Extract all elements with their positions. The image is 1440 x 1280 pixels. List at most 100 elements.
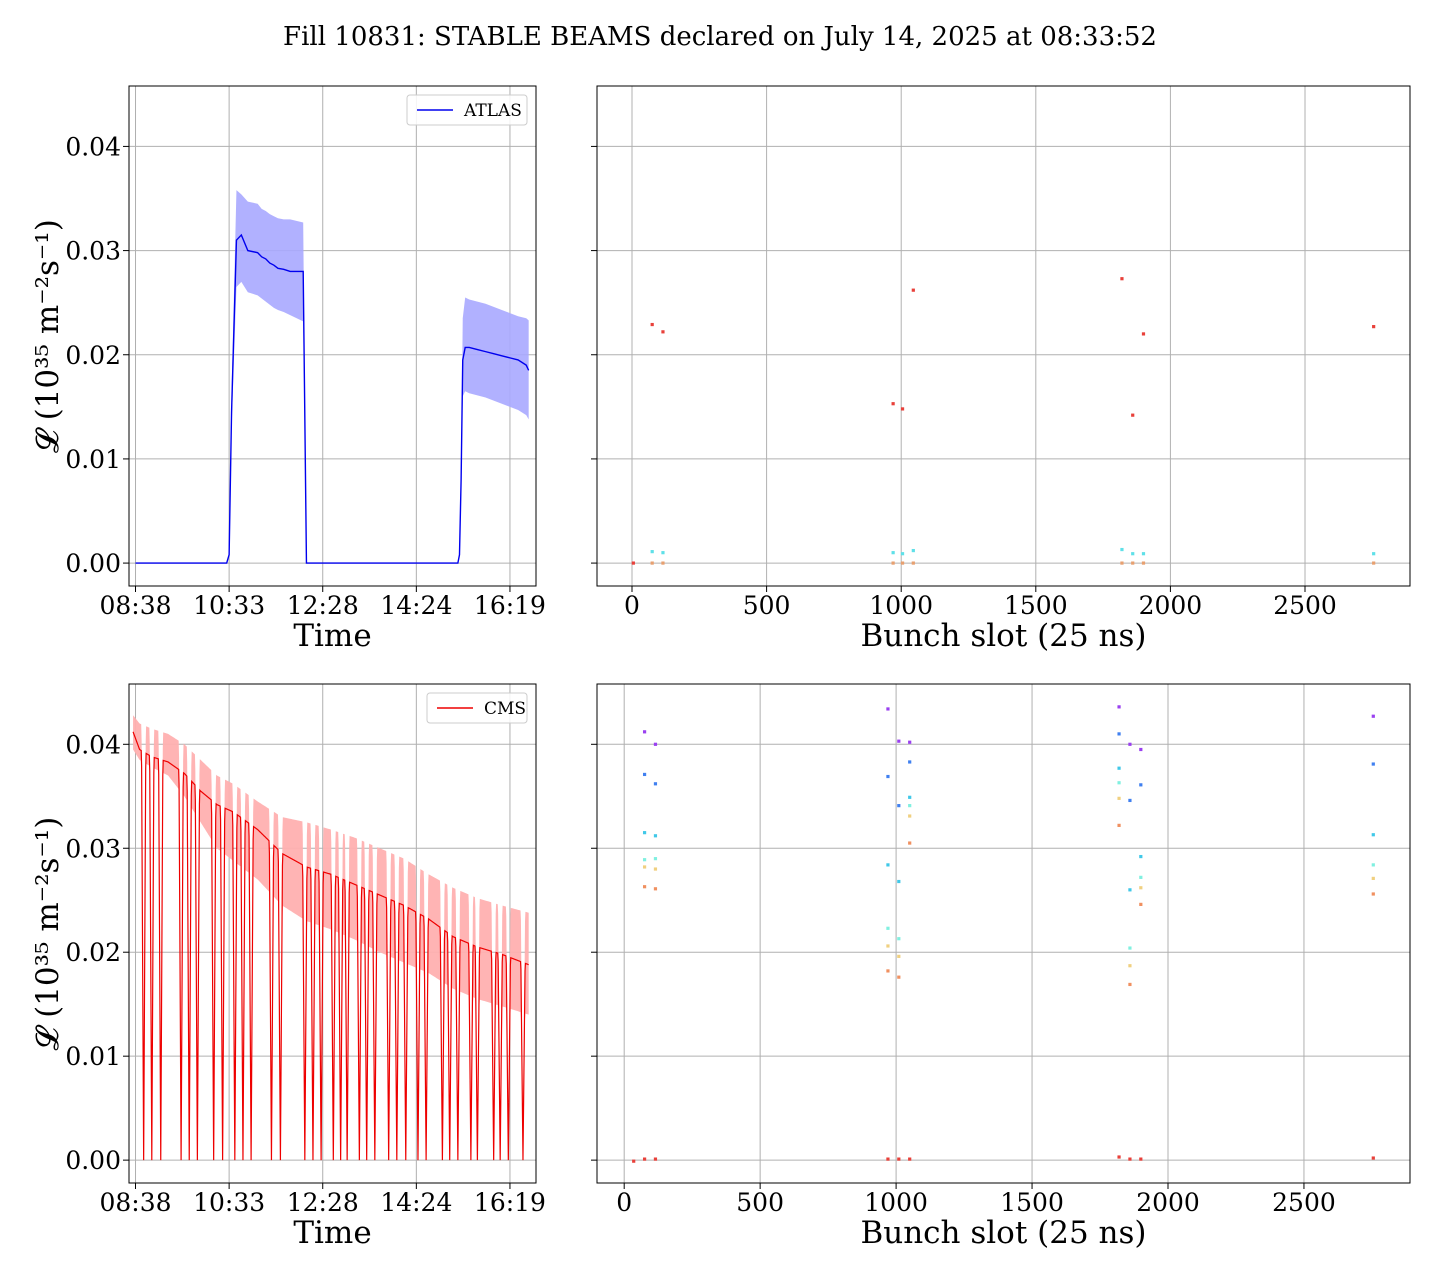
scatter-point [900, 407, 905, 411]
scatter-point [653, 834, 658, 838]
panel-atlas-bunch: 0 500 1000 1500 2000 2500 Bunch slot (25 ns) [591, 85, 1411, 654]
scatter-point [1139, 875, 1143, 879]
scatter-point [1117, 732, 1121, 736]
legend-box [406, 94, 528, 126]
scatter-point [1117, 781, 1121, 785]
y-tick-label: 0.01 [65, 445, 121, 474]
scatter-point [908, 804, 912, 808]
scatter-point [661, 551, 665, 555]
scatter-point [650, 550, 654, 554]
x-tick-label: 1500 [1000, 1188, 1064, 1217]
plot-area [132, 715, 529, 1161]
panel-cms-bunch: 0 500 1000 1500 2000 2500 Bunch slot (25 ns) [591, 683, 1411, 1251]
scatter-point [1139, 1157, 1143, 1161]
x-tick-label: 2000 [1136, 1188, 1200, 1217]
scatter-point [1128, 982, 1132, 987]
scatter-point [897, 954, 901, 958]
scatter-point [897, 937, 901, 941]
x-tick-label: 1000 [864, 1188, 928, 1217]
plot-area [631, 277, 1376, 565]
y-tick-label: 0.03 [65, 834, 121, 863]
x-tick-label: 12:28 [287, 591, 359, 620]
x-tick-label: 2500 [1272, 1188, 1336, 1217]
scatter-point [1371, 762, 1375, 766]
x-tick-label: 14:24 [380, 1188, 452, 1217]
scatter-point [897, 1157, 901, 1161]
axes-frame [596, 683, 1411, 1184]
scatter-point [650, 322, 654, 327]
axes-frame [128, 85, 537, 587]
legend: CMS [426, 692, 528, 724]
panel-atlas-time: 0.00 0.01 0.02 0.03 0.04 08:38 10:33 12:28 14:24… [30, 85, 546, 654]
scatter-point [1141, 552, 1146, 556]
atlas-uncertainty-band [135, 190, 529, 564]
scatter-point [886, 926, 890, 930]
scatter-point [1372, 552, 1376, 556]
scatter-point [891, 561, 895, 565]
scatter-point [642, 831, 647, 835]
scatter-point [1128, 798, 1132, 803]
scatter-point [1371, 714, 1375, 718]
scatter-point [661, 561, 665, 565]
grid-lines [597, 684, 1410, 1183]
scatter-point [632, 1159, 636, 1163]
scatter-point [1371, 876, 1375, 881]
y-tick-label: 0.01 [65, 1042, 121, 1071]
scatter-point [1139, 854, 1143, 859]
x-tick-label: 1500 [1004, 591, 1068, 620]
scatter-point [1117, 823, 1121, 827]
scatter-point [886, 969, 890, 973]
scatter-point [891, 402, 895, 406]
panel-cms-time: 0.00 0.01 0.02 0.03 0.04 08:38 10:33 12:28 14:24… [30, 683, 546, 1251]
x-axis-label: Time [293, 1215, 371, 1251]
scatter-point [1128, 742, 1132, 746]
scatter-point [1372, 325, 1376, 329]
scatter-point [653, 887, 658, 891]
x-tick-label: 500 [743, 591, 791, 620]
x-tick-label: 2500 [1273, 591, 1337, 620]
scatter-point [1120, 547, 1124, 552]
scatter-point [897, 879, 901, 884]
scatter-point [1128, 888, 1132, 892]
axes-frame [596, 85, 1411, 587]
scatter-point [911, 561, 915, 565]
x-axis-label: Bunch slot (25 ns) [860, 1215, 1146, 1251]
scatter-point [900, 561, 905, 565]
scatter-point [1141, 561, 1146, 565]
y-tick-label: 0.04 [65, 730, 121, 759]
y-tick-label: 0.02 [65, 938, 121, 967]
x-tick-label: 08:38 [99, 591, 171, 620]
scatter-point [886, 774, 890, 779]
scatter-point [1128, 964, 1132, 968]
y-tick-label: 0.04 [65, 132, 121, 161]
scatter-point [908, 814, 912, 818]
scatter-point [653, 867, 658, 871]
scatter-point [886, 707, 890, 711]
scatter-point [1117, 766, 1121, 770]
scatter-point [650, 561, 654, 565]
x-tick-label: 0 [624, 591, 640, 620]
y-axis-label: 𝓛 (10³⁵ m⁻²s⁻¹) [30, 817, 66, 1051]
axes-frame [128, 683, 537, 1184]
y-tick-label: 0.02 [65, 341, 121, 370]
scatter-point [908, 841, 912, 845]
scatter-point [908, 760, 912, 764]
x-tick-label: 16:19 [474, 591, 546, 620]
x-tick-label: 0 [616, 1188, 632, 1217]
x-tick-label: 08:38 [99, 1188, 171, 1217]
scatter-point [1139, 886, 1143, 890]
scatter-point [1128, 946, 1132, 950]
plot-area [135, 190, 530, 564]
scatter-point [886, 863, 890, 867]
plot-area [632, 705, 1375, 1163]
x-tick-label: 10:33 [193, 591, 265, 620]
x-tick-label: 12:28 [287, 1188, 359, 1217]
scatter-point [631, 561, 635, 565]
cms-series-line [132, 731, 529, 1161]
scatter-point [897, 975, 901, 979]
scatter-point [1131, 561, 1135, 565]
scatter-point [642, 730, 647, 734]
scatter-point [1120, 561, 1124, 565]
scatter-point [1131, 413, 1135, 417]
y-axis-label: 𝓛 (10³⁵ m⁻²s⁻¹) [30, 219, 66, 453]
